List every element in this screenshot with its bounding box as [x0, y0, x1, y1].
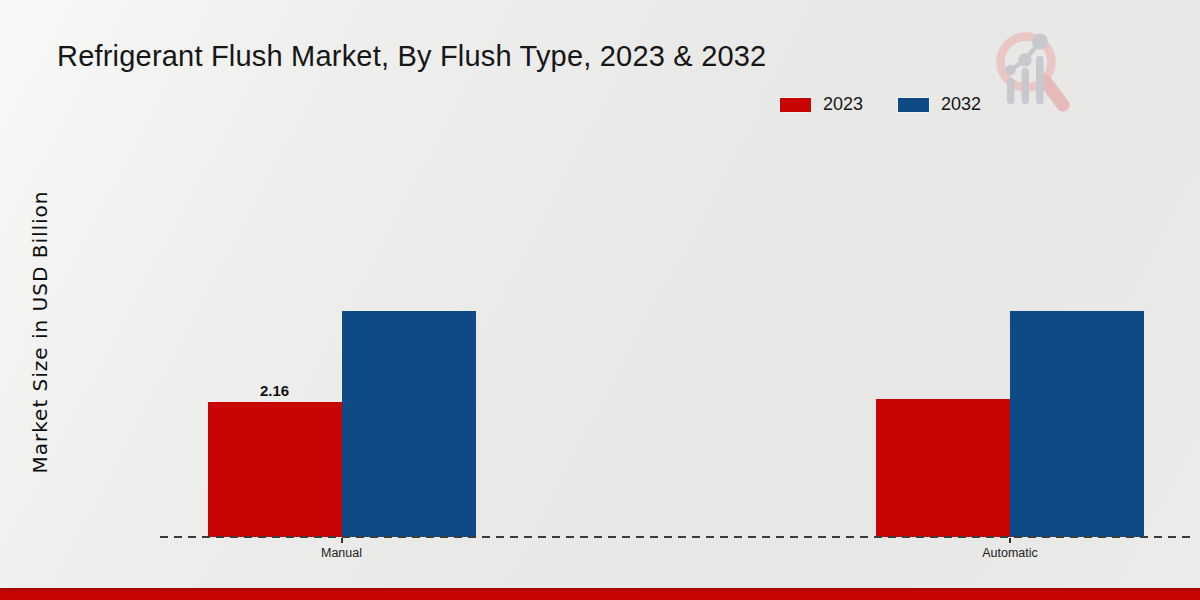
- bar-2032-manual: [342, 311, 476, 538]
- plot-area: Manual Automatic 2.16: [0, 0, 1200, 600]
- footer-accent-strip: [0, 588, 1200, 600]
- x-tick-automatic: [1009, 538, 1011, 543]
- bar-2023-manual: [208, 402, 342, 538]
- x-axis-baseline: [160, 536, 1190, 538]
- category-label-automatic: Automatic: [982, 546, 1038, 560]
- chart-canvas: Refrigerant Flush Market, By Flush Type,…: [0, 0, 1200, 600]
- bar-2032-automatic: [1010, 311, 1144, 538]
- bar-2023-automatic: [876, 399, 1010, 538]
- x-tick-manual: [341, 538, 343, 543]
- bar-value-label: 2.16: [260, 382, 289, 399]
- category-label-manual: Manual: [321, 546, 362, 560]
